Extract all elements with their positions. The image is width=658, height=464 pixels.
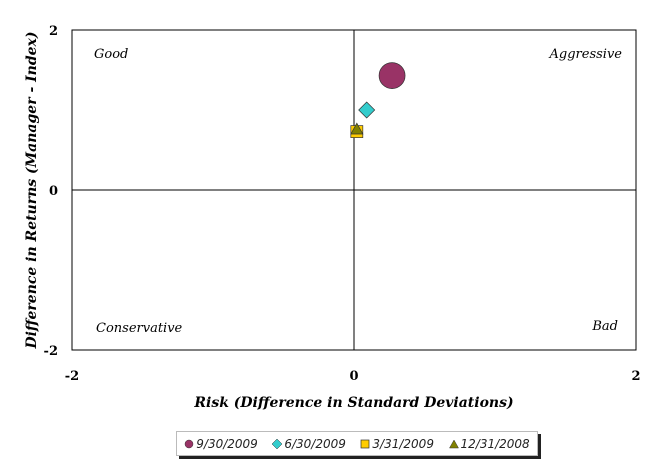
legend-item: 6/30/2009 — [272, 437, 346, 451]
quadrant-label-bad: Bad — [591, 319, 618, 334]
x-tick-label: -2 — [65, 369, 79, 384]
legend-item: 12/31/2008 — [448, 436, 530, 451]
legend-item: 3/31/2009 — [360, 437, 434, 451]
y-tick-label: -2 — [44, 344, 58, 359]
quadrant-label-aggressive: Aggressive — [549, 47, 623, 62]
quadrant-label-good: Good — [94, 47, 128, 62]
triangle-marker-icon — [448, 438, 459, 448]
legend-item: 9/30/2009 — [184, 437, 258, 451]
data-point-circle — [378, 62, 406, 89]
legend-label: 6/30/2009 — [284, 436, 346, 451]
diamond-marker-icon — [272, 438, 283, 449]
x-axis-title: Risk (Difference in Standard Deviations) — [193, 395, 513, 411]
square-marker-icon — [361, 439, 370, 448]
data-point-diamond — [358, 101, 376, 119]
x-tick-label: 0 — [349, 369, 358, 384]
circle-marker-icon — [185, 439, 194, 448]
legend-label: 9/30/2009 — [196, 436, 258, 451]
y-tick-label: 0 — [49, 184, 58, 199]
y-tick-label: 2 — [49, 24, 58, 39]
legend-label: 3/31/2009 — [372, 436, 434, 451]
data-point-triangle — [350, 122, 364, 135]
legend-label: 12/31/2008 — [460, 436, 530, 451]
x-tick-label: 2 — [631, 369, 640, 384]
y-axis-title: Difference in Returns (Manager - Index) — [24, 31, 40, 349]
legend: 9/30/2009 6/30/2009 3/31/2009 12/31/2008 — [176, 431, 538, 456]
quadrant-label-conservative: Conservative — [96, 321, 183, 336]
